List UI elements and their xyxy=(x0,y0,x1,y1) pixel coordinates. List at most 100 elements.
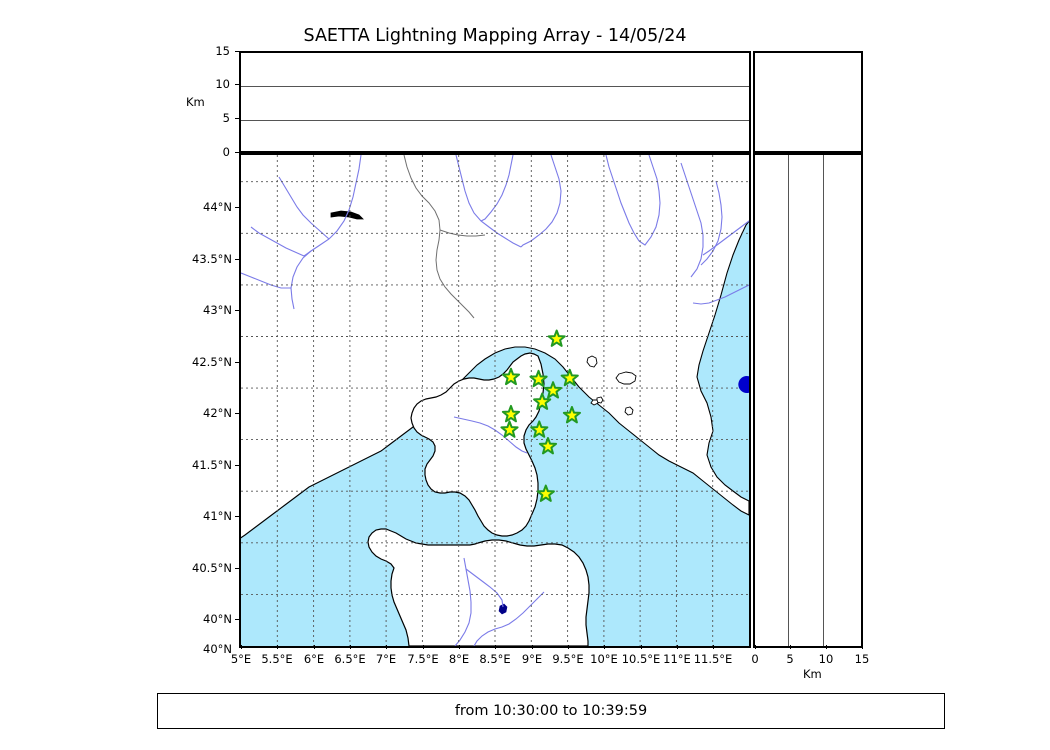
ytick-top-10: 10 xyxy=(215,77,230,91)
tickmark-top-15 xyxy=(235,51,239,52)
lma-station-marker xyxy=(543,381,563,399)
xtick-lon-5.5: 5.5°E xyxy=(261,652,293,666)
tickmark-lon-10.5 xyxy=(641,645,642,649)
xtick-km-0: 0 xyxy=(751,652,759,666)
tickmark-lon-11 xyxy=(677,645,678,649)
ytick-lat-41.5: 41°N xyxy=(203,509,232,523)
lightning-source-points xyxy=(738,375,749,393)
tickmark-lat-42 xyxy=(235,465,239,466)
xtick-lon-9: 9°E xyxy=(521,652,543,666)
tickmark-lon-10 xyxy=(604,645,605,649)
lma-station-marker xyxy=(530,420,549,438)
xtick-lon-7.5: 7.5°E xyxy=(407,652,439,666)
xtick-lon-10: 10°E xyxy=(590,652,618,666)
landmass-sardinia xyxy=(367,528,590,646)
xtick-lon-10.5: 10.5°E xyxy=(621,652,661,666)
xtick-lon-9.5: 9.5°E xyxy=(552,652,584,666)
time-range-text: from 10:30:00 to 10:39:59 xyxy=(454,703,648,719)
ytick-lat-43: 42.5°N xyxy=(192,355,232,369)
ytick-lat-41: 40.5°N xyxy=(192,561,232,575)
tickmark-km-10 xyxy=(826,645,827,649)
borders-layer xyxy=(403,155,486,319)
tickmark-km-0 xyxy=(755,645,756,649)
right-panel-axis-label: Km xyxy=(803,667,822,681)
lma-station-marker xyxy=(562,405,582,424)
tickmark-lon-5 xyxy=(241,645,242,649)
tickmark-lat-41 xyxy=(235,568,239,569)
ytick-lat-42: 41.5°N xyxy=(192,458,232,472)
lma-station-marker xyxy=(536,484,555,502)
tickmark-lat-44 xyxy=(235,259,239,260)
island-elba xyxy=(615,371,637,385)
tickmark-top-0 xyxy=(235,152,239,153)
ytick-top-15: 15 xyxy=(215,44,230,58)
lma-station-marker xyxy=(533,392,552,410)
ytick-lat-44: 43.5°N xyxy=(192,252,232,266)
xtick-lon-6.5: 6.5°E xyxy=(334,652,366,666)
xtick-lon-11.5: 11.5°E xyxy=(693,652,733,666)
ytick-lat-43.5: 43°N xyxy=(203,303,232,317)
map-graphic xyxy=(241,155,749,646)
tickmark-lon-11.5 xyxy=(713,645,714,649)
tickmark-top-5 xyxy=(235,118,239,119)
rivers-layer xyxy=(241,155,749,646)
tickmark-lat-44.5 xyxy=(235,207,239,208)
tickmark-lon-8.5 xyxy=(495,645,496,649)
tickmark-km-5 xyxy=(790,645,791,649)
time-range-statusbar: from 10:30:00 to 10:39:59 xyxy=(157,693,945,729)
altitude-latitude-panel xyxy=(753,153,863,648)
xtick-lon-8.5: 8.5°E xyxy=(479,652,511,666)
island-capraia xyxy=(586,355,598,368)
tickmark-lon-7 xyxy=(386,645,387,649)
ytick-lat-40.5: 40°N xyxy=(203,612,232,626)
lma-station-marker xyxy=(560,368,579,387)
tickmark-lat-43 xyxy=(235,362,239,363)
top-panel-axis-label: Km xyxy=(186,95,205,109)
xtick-km-15: 15 xyxy=(854,652,870,666)
corner-panel xyxy=(753,51,863,153)
gridline-alt-5 xyxy=(241,120,749,121)
ytick-top-5: 5 xyxy=(222,111,230,125)
island-montecristo xyxy=(624,406,634,416)
island-pianosa xyxy=(590,399,599,406)
gridline-alt-10 xyxy=(241,86,749,87)
tickmark-top-10 xyxy=(235,84,239,85)
ytick-top-0: 0 xyxy=(222,145,230,159)
tickmark-lon-6.5 xyxy=(350,645,351,649)
lma-station-marker xyxy=(538,437,558,455)
tickmark-lon-6 xyxy=(314,645,315,649)
map-panel[interactable] xyxy=(239,153,751,648)
xtick-km-5: 5 xyxy=(786,652,794,666)
gridline-km-5 xyxy=(788,155,789,646)
tickmark-lat-41.5 xyxy=(235,516,239,517)
tickmark-lon-5.5 xyxy=(277,645,278,649)
tickmark-lon-9 xyxy=(532,645,533,649)
lake-sardinia-1 xyxy=(498,603,508,615)
lma-station-marker xyxy=(501,404,521,423)
lma-station-marker xyxy=(500,420,519,438)
lma-station-marker xyxy=(529,369,548,388)
gridline-km-10 xyxy=(823,155,824,646)
xtick-km-10: 10 xyxy=(818,652,834,666)
tickmark-lon-9.5 xyxy=(568,645,569,649)
xtick-lon-11: 11°E xyxy=(663,652,691,666)
altitude-longitude-panel xyxy=(239,51,751,153)
ytick-lat-42.5: 42°N xyxy=(203,406,232,420)
tickmark-km-15 xyxy=(862,645,863,649)
xtick-lon-5: 5°E xyxy=(230,652,252,666)
ytick-lat-44.5: 44°N xyxy=(203,200,232,214)
lma-station-marker xyxy=(547,329,566,347)
tickmark-lat-42.5 xyxy=(235,413,239,414)
xtick-lon-7: 7°E xyxy=(375,652,397,666)
ytick-lat-40: 40°N xyxy=(203,642,232,656)
xtick-lon-8: 8°E xyxy=(448,652,470,666)
lightning-source-point xyxy=(738,375,749,393)
tickmark-lat-43.5 xyxy=(235,310,239,311)
map-gridlines xyxy=(241,155,749,646)
landmass-corsica xyxy=(410,352,545,537)
xtick-lon-6: 6°E xyxy=(303,652,325,666)
tickmark-lon-7.5 xyxy=(423,645,424,649)
tickmark-lat-40.5 xyxy=(235,619,239,620)
page-title: SAETTA Lightning Mapping Array - 14/05/2… xyxy=(303,26,687,46)
lma-station-markers xyxy=(500,329,582,502)
